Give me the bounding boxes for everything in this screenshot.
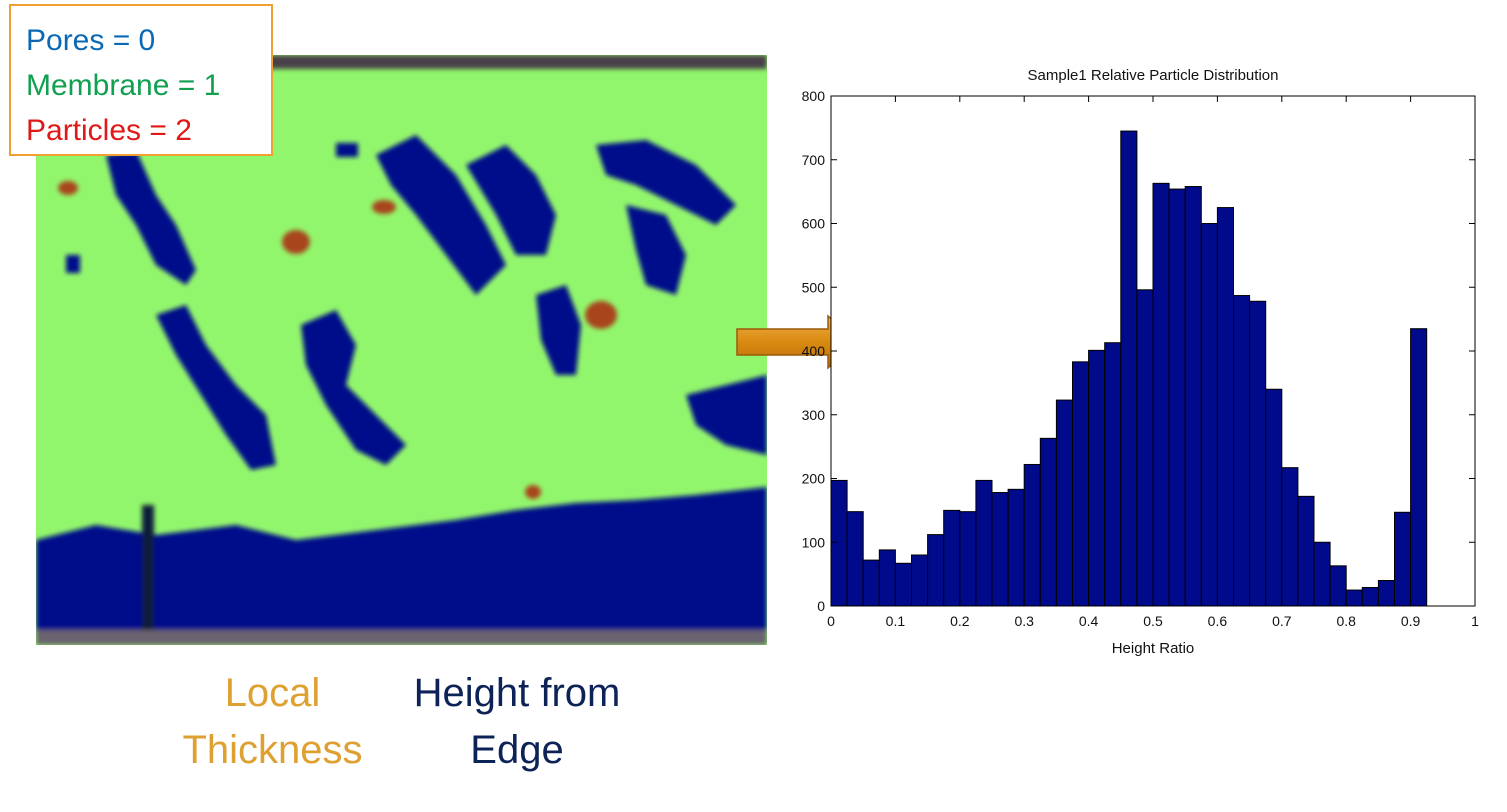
histogram-bar [1297, 495, 1315, 607]
histogram-bar [1216, 207, 1234, 607]
x-tick-label: 0.9 [1401, 613, 1421, 629]
x-tick-label: 0 [827, 613, 835, 629]
histogram-bar [894, 562, 913, 607]
x-tick-label: 0.8 [1336, 613, 1356, 629]
legend-particles: Particles = 2 [26, 114, 192, 147]
y-tick-label: 100 [802, 534, 826, 550]
height-from-edge-line2: Edge [470, 728, 564, 772]
histogram-bar [1281, 467, 1299, 607]
histogram-bar [1265, 388, 1283, 607]
y-tick-label: 600 [802, 216, 826, 232]
histogram-bar [1377, 580, 1396, 607]
x-tick-label: 0.5 [1143, 613, 1163, 629]
histogram-bar [1200, 223, 1218, 607]
y-tick-label: 400 [802, 343, 826, 359]
histogram-bar [1023, 463, 1041, 607]
local-thickness-line1: Local [224, 671, 321, 715]
histogram-bar [1072, 361, 1090, 607]
histogram-bar [1136, 289, 1154, 607]
histogram-bar [911, 554, 929, 607]
x-tick-label: 0.7 [1272, 613, 1292, 629]
legend-membrane: Membrane = 1 [26, 69, 221, 102]
histogram-bar [1313, 541, 1331, 607]
legend-box: Pores = 0 Membrane = 1 Particles = 2 [9, 4, 273, 156]
x-tick-label: 0.4 [1079, 613, 1099, 629]
x-tick-label: 0.1 [886, 613, 906, 629]
histogram-bar [943, 509, 961, 607]
height-from-edge-line1: Height from [413, 671, 621, 715]
histogram-bar [1249, 300, 1267, 607]
histogram-bar [975, 479, 993, 607]
y-tick-label: 500 [802, 279, 826, 295]
y-tick-label: 800 [802, 88, 826, 104]
y-tick-label: 200 [802, 471, 826, 487]
chart-title: Sample1 Relative Particle Distribution [1028, 67, 1279, 84]
y-tick-label: 700 [802, 152, 826, 168]
histogram-bar [1120, 130, 1138, 607]
x-tick-label: 0.2 [950, 613, 970, 629]
histogram-bar [1361, 587, 1379, 607]
histogram-bar [1410, 328, 1428, 607]
histogram-bar [1168, 188, 1186, 607]
x-tick-label: 0.6 [1208, 613, 1228, 629]
histogram-bar [1329, 565, 1347, 607]
x-tick-label: 0.3 [1014, 613, 1034, 629]
y-tick-label: 0 [817, 598, 825, 614]
segmentation-image [36, 55, 767, 645]
histogram-bar [1088, 349, 1106, 607]
x-axis-label: Height Ratio [1112, 640, 1195, 657]
histogram-bar [1104, 342, 1122, 607]
histogram-bar [846, 511, 864, 607]
local-thickness-line2: Thickness [182, 728, 363, 772]
x-tick-label: 1 [1471, 613, 1479, 629]
histogram-bar [878, 549, 896, 607]
histogram-chart: Sample1 Relative Particle Distribution 0… [802, 67, 1479, 657]
legend-pores: Pores = 0 [26, 24, 156, 57]
histogram-bar [830, 479, 848, 607]
histogram-bar [991, 492, 1009, 607]
histogram-bar [1233, 295, 1251, 607]
histogram-bar [1394, 511, 1412, 607]
histogram-bar [1039, 437, 1057, 607]
histogram-bar [862, 559, 880, 607]
histogram-bar [1345, 589, 1363, 607]
histogram-bar [927, 534, 945, 607]
histogram-bar [1007, 488, 1025, 607]
histogram-bar [959, 511, 977, 607]
local-thickness-caption: Local Thickness [160, 665, 385, 779]
histogram-bar [1152, 182, 1170, 607]
y-tick-label: 300 [802, 407, 826, 423]
histogram-bar [1055, 399, 1073, 607]
height-from-edge-caption: Height from Edge [382, 665, 652, 779]
histogram-bar [1184, 186, 1202, 607]
